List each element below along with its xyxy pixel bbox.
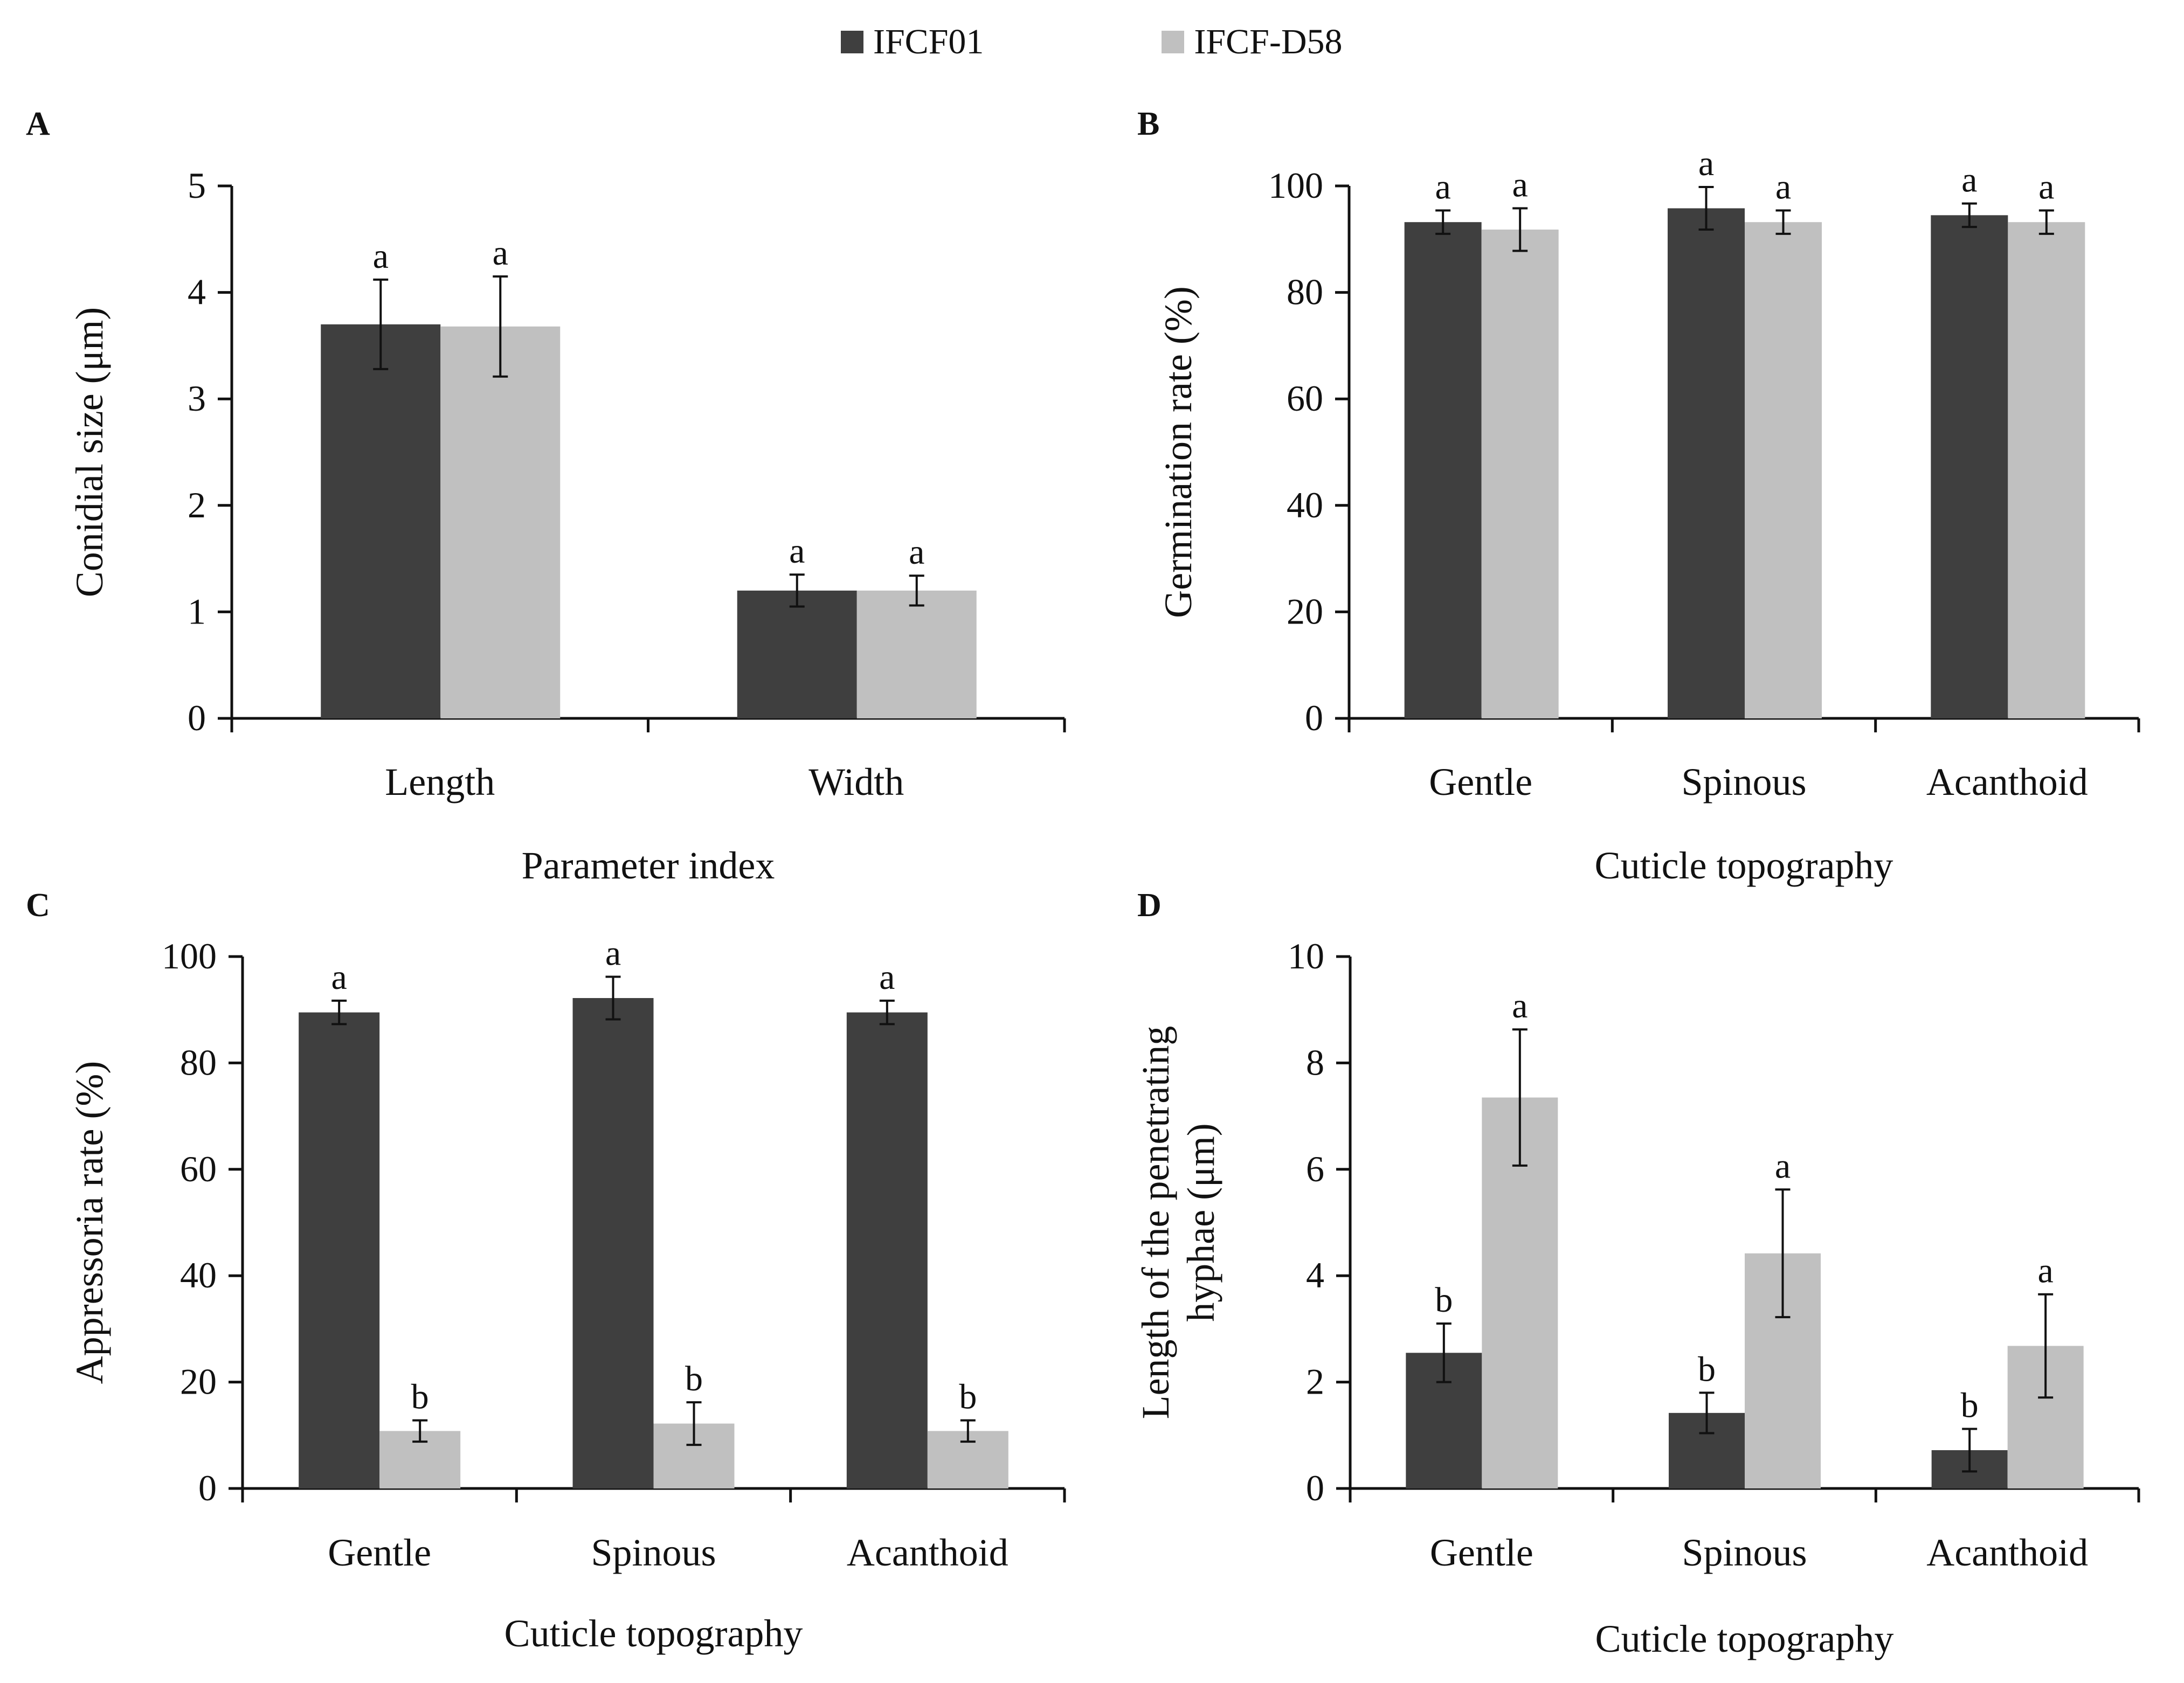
x-axis-title: Cuticle topography <box>504 1612 803 1655</box>
significance-letter: a <box>879 958 895 997</box>
x-tick-label: Spinous <box>1681 760 1806 804</box>
significance-letter: a <box>1512 165 1528 204</box>
bar-ifcf-d58-width <box>856 590 977 718</box>
bar-ifcf01-gentle <box>299 1012 380 1488</box>
y-tick-label: 5 <box>188 165 206 206</box>
chart-panel-c: C 0 20 40 60 80 100 a b Gentle a b Spinous a b Acanthoi… <box>26 887 1066 1655</box>
x-tick-label: Width <box>808 760 904 804</box>
y-tick-label: 2 <box>188 484 206 525</box>
y-tick-label: 6 <box>1306 1148 1324 1189</box>
bar-ifcf-d58-gentle <box>1481 230 1559 718</box>
x-tick-label: Gentle <box>1429 760 1532 804</box>
significance-letter: a <box>789 531 805 571</box>
significance-letter: a <box>331 958 347 997</box>
chart-panel-a: A 0 1 2 3 4 5 a a Length a a Width Parameter index Con… <box>26 106 1066 887</box>
y-tick-label: 1 <box>188 591 206 632</box>
bar-ifcf01-spinous <box>572 998 654 1488</box>
y-tick-label: 0 <box>188 697 206 738</box>
panel-label: D <box>1137 887 1162 924</box>
significance-letter: a <box>2038 167 2054 206</box>
chart-panel-b: B 0 20 40 60 80 100 a a Gentle a a Spinous a a Acanthoi… <box>1137 106 2140 887</box>
significance-letter: a <box>1698 144 1714 183</box>
significance-letter: b <box>685 1359 703 1398</box>
bar-ifcf01-acanthoid <box>1931 215 2008 719</box>
y-tick-label: 100 <box>162 936 217 976</box>
bar-ifcf-d58-spinous <box>1745 222 1822 719</box>
bar-ifcf01-acanthoid <box>846 1012 928 1488</box>
x-tick-label: Acanthoid <box>1926 1531 2088 1574</box>
y-tick-label: 80 <box>1287 272 1323 313</box>
significance-letter: a <box>2038 1251 2054 1291</box>
x-tick-label: Spinous <box>591 1531 716 1574</box>
y-axis-title: Appressoria rate (%) <box>68 1061 111 1384</box>
y-tick-label: 20 <box>1287 591 1323 632</box>
legend-item-ifcf-d58: IFCF-D58 <box>1162 22 1342 63</box>
y-tick-label: 80 <box>180 1042 217 1083</box>
x-tick-label: Spinous <box>1682 1531 1807 1574</box>
y-tick-label: 40 <box>1287 484 1323 525</box>
y-tick-label: 2 <box>1306 1361 1324 1402</box>
bar-ifcf01-gentle <box>1404 222 1482 719</box>
legend-swatch-ifcf01 <box>841 31 863 53</box>
bar-ifcf-d58-acanthoid <box>2008 222 2085 719</box>
bar-ifcf01-length <box>321 324 441 718</box>
x-axis-title: Cuticle topography <box>1595 1617 1894 1660</box>
significance-letter: b <box>411 1377 429 1417</box>
y-tick-label: 8 <box>1306 1042 1324 1083</box>
chart-panel-d: D 0 2 4 6 8 10 b a Gentle b a Spinous b a Acanthoid Cuti… <box>1134 887 2140 1660</box>
significance-letter: a <box>1775 1146 1791 1186</box>
y-tick-label: 0 <box>1306 1467 1324 1508</box>
panel-label: C <box>26 887 50 924</box>
y-axis-title: Conidial size (μm) <box>68 307 111 598</box>
y-tick-label: 60 <box>1287 378 1323 419</box>
significance-letter: a <box>605 934 621 973</box>
bar-ifcf-d58-length <box>440 326 561 718</box>
significance-letter: a <box>1775 167 1791 206</box>
x-axis-title: Parameter index <box>522 844 775 887</box>
y-tick-label: 0 <box>1305 697 1323 738</box>
bar-ifcf01-spinous <box>1668 208 1745 719</box>
x-tick-label: Acanthoid <box>1926 760 2088 804</box>
y-tick-label: 4 <box>188 272 206 313</box>
y-tick-label: 3 <box>188 378 206 419</box>
panel-label: B <box>1137 106 1159 142</box>
legend-label-ifcf-d58: IFCF-D58 <box>1194 22 1343 61</box>
significance-letter: a <box>493 233 508 273</box>
significance-letter: a <box>1961 161 1977 200</box>
y-tick-label: 0 <box>198 1467 217 1508</box>
legend: IFCF01 IFCF-D58 <box>841 22 1342 63</box>
y-tick-label: 4 <box>1306 1255 1324 1296</box>
y-tick-label: 10 <box>1288 936 1324 976</box>
significance-letter: a <box>373 237 389 276</box>
bar-ifcf01-width <box>737 590 857 718</box>
significance-letter: b <box>959 1377 977 1417</box>
y-tick-label: 20 <box>180 1361 217 1402</box>
panel-label: A <box>26 106 50 142</box>
significance-letter: b <box>1961 1386 1979 1425</box>
significance-letter: a <box>909 532 924 572</box>
x-axis-title: Cuticle topography <box>1595 844 1893 887</box>
legend-item-ifcf01: IFCF01 <box>841 22 984 63</box>
legend-label-ifcf01: IFCF01 <box>873 22 984 61</box>
y-tick-label: 100 <box>1268 165 1323 206</box>
significance-letter: a <box>1512 986 1528 1026</box>
significance-letter: b <box>1698 1349 1716 1389</box>
y-axis-title: hyphae (μm) <box>1179 1123 1222 1321</box>
x-tick-label: Length <box>385 760 495 804</box>
legend-swatch-ifcf-d58 <box>1162 31 1185 53</box>
y-tick-label: 60 <box>180 1148 217 1189</box>
significance-letter: a <box>1435 167 1451 206</box>
y-axis-title: Length of the penetrating <box>1134 1026 1177 1419</box>
y-tick-label: 40 <box>180 1255 217 1296</box>
significance-letter: b <box>1435 1280 1453 1320</box>
y-axis-title: Germination rate (%) <box>1157 286 1200 618</box>
x-tick-label: Acanthoid <box>847 1531 1008 1574</box>
x-tick-label: Gentle <box>1430 1531 1533 1574</box>
x-tick-label: Gentle <box>328 1531 431 1574</box>
